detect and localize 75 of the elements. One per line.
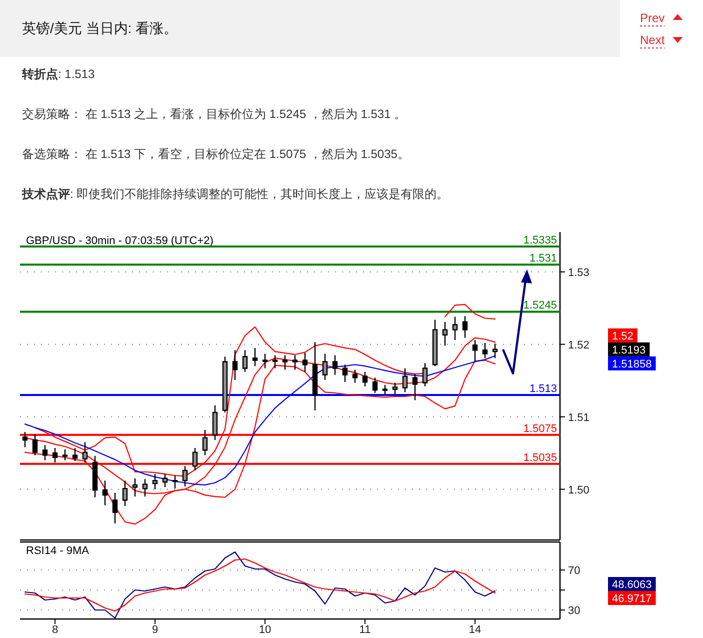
chart-title: RSI14 - 9MA: [26, 545, 90, 557]
text: 46.9717: [612, 593, 652, 605]
ref-line-label: 1.5035: [523, 452, 557, 464]
candlestick: [202, 429, 208, 456]
candlestick: [162, 473, 168, 488]
candlestick: [292, 354, 298, 370]
candlestick: [342, 364, 348, 383]
candlestick: [42, 444, 48, 461]
candlestick: [362, 371, 368, 387]
ref-line-label: 1.513: [529, 383, 557, 396]
ref-line-label: 1.531: [529, 252, 557, 265]
candlestick: [382, 384, 388, 395]
chart-title: GBP/USD - 30min - 07:03:59 (UTC+2): [26, 235, 214, 247]
candlestick: [72, 447, 78, 462]
candlestick: [232, 350, 238, 380]
text: 转折点: 1.513: [21, 67, 96, 81]
y-tick-label: 1.51: [568, 412, 590, 424]
text: 1.5193: [612, 344, 646, 356]
candlestick: [322, 353, 328, 380]
x-tick-label: 8: [52, 624, 58, 636]
candlestick: [102, 480, 108, 506]
text: 备选策略： 在 1.513 下，看空，目标价位定在 1.5075 ，然后为 1.5035。: [22, 147, 410, 161]
y-tick-label: 1.50: [568, 484, 590, 496]
candlestick: [122, 480, 128, 507]
text: 48.6063: [612, 579, 652, 591]
candlestick: [242, 350, 248, 372]
candlestick: [52, 447, 58, 464]
text: 技术点评: 即使我们不能排除持续调整的可能性，其时间长度上，应该是有限的。: [21, 187, 449, 201]
candlestick: [412, 373, 418, 401]
candlestick: [112, 492, 118, 524]
candlestick: [472, 339, 478, 362]
ref-line-label: 1.5245: [523, 300, 557, 312]
candlestick: [302, 352, 308, 372]
candlestick: [22, 431, 28, 448]
text: 英镑/美元 当日内: 看涨。: [22, 20, 178, 36]
candlestick: [332, 354, 338, 376]
x-tick-label: 9: [152, 624, 158, 636]
candlestick: [402, 368, 408, 393]
candlestick: [452, 316, 458, 341]
y-tick-label: 70: [568, 565, 580, 577]
candlestick: [432, 319, 438, 367]
candlestick: [62, 448, 68, 461]
candlestick: [312, 342, 318, 411]
y-tick-label: 30: [568, 605, 580, 617]
y-tick-label: 1.52: [568, 339, 590, 352]
candlestick: [282, 354, 288, 370]
candlestick: [222, 356, 228, 414]
x-tick-label: 10: [258, 624, 272, 636]
candlestick: [262, 353, 268, 369]
ref-line-label: 1.5335: [523, 234, 557, 246]
candlestick: [212, 404, 218, 441]
x-tick-label: 14: [468, 624, 482, 636]
y-tick-label: 1.53: [568, 266, 590, 279]
candlestick: [172, 474, 178, 490]
candlestick: [92, 455, 98, 498]
candlestick: [192, 447, 198, 472]
candlestick: [182, 465, 188, 487]
candlestick: [82, 442, 88, 464]
line-series: [24, 558, 496, 612]
text: 交易策略： 在 1.513 之上，看涨，目标价位为 1.5245 ，然后为 1.531 。: [22, 107, 406, 121]
candlestick: [352, 369, 358, 384]
text: 1.52: [612, 330, 634, 342]
candlestick: [372, 377, 378, 394]
candlestick: [482, 342, 488, 359]
text: 1.51858: [612, 358, 652, 370]
text: Prev: [640, 11, 665, 25]
text: Next: [640, 33, 666, 47]
candlestick: [272, 354, 278, 369]
candlestick: [422, 362, 428, 387]
candlestick: [32, 434, 38, 456]
x-tick-label: 11: [359, 624, 371, 636]
candlestick: [392, 382, 398, 395]
ref-line-label: 1.5075: [523, 422, 557, 435]
candlestick: [252, 347, 258, 367]
candlestick: [462, 315, 468, 338]
